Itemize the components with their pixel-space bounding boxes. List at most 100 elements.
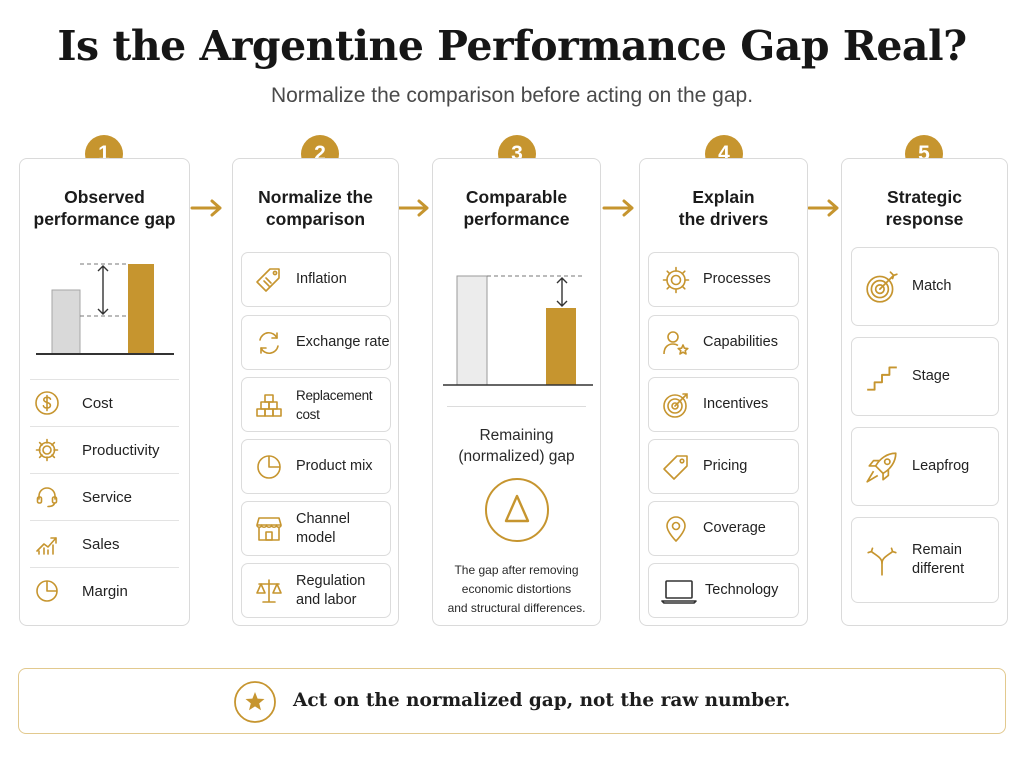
item-label: Replacement cost [296, 387, 373, 422]
comparable-bar [456, 275, 488, 386]
step-1-card: Observed performance gap Cost Productivi… [19, 158, 190, 626]
step-3-title: Comparable performance [433, 186, 600, 230]
item-label: Match [912, 278, 952, 294]
pie-chart-icon [36, 580, 58, 602]
stairs-icon [867, 366, 897, 391]
step-4-title-line1: Explain [692, 187, 755, 207]
item-label: Capabilities [703, 334, 778, 350]
split-arrow-icon [867, 547, 897, 576]
driver-item-incentives: Incentives [648, 377, 799, 432]
item-label: Technology [705, 582, 779, 598]
gear-icon [35, 438, 59, 462]
argentina-bar [128, 264, 154, 354]
item-label: Product mix [296, 458, 373, 474]
item-label: Regulation and labor [296, 572, 365, 610]
remaining-gap-label: Remaining (normalized) gap [433, 425, 600, 467]
description-line3: and structural differences. [447, 601, 586, 615]
step-2-title-line2: comparison [265, 209, 366, 229]
baseline-bar [51, 289, 81, 355]
key-takeaway-text: Act on the normalized gap, not the raw n… [293, 690, 791, 711]
normalize-item-product-mix: Product mix [241, 439, 391, 494]
step-3-title-line2: performance [463, 209, 570, 229]
description-line2: economic distortions [461, 582, 572, 596]
item-label: Incentives [703, 396, 769, 412]
target-icon [663, 392, 688, 418]
item-label: Stage [912, 368, 950, 384]
item-label: Channel model [296, 510, 351, 546]
step-4-title: Explain the drivers [640, 186, 807, 230]
page-subtitle: Normalize the comparison before acting o… [270, 84, 754, 107]
normalize-item-replacement-cost: Replacement cost [241, 377, 391, 432]
list-item: Cost [30, 379, 179, 426]
tag-icon [256, 267, 280, 292]
list-item: Sales [30, 520, 179, 567]
item-label: Pricing [703, 458, 748, 474]
item-label-line1: Remain [912, 542, 962, 558]
step-2-card: Normalize the comparison Inflation Excha… [232, 158, 399, 626]
item-label: Processes [703, 271, 771, 287]
list-item-label: Service [82, 488, 133, 506]
trend-up-icon [36, 537, 57, 555]
item-label: Exchange rate [296, 334, 390, 350]
flow-arrow-icon [190, 199, 222, 217]
target-arrow-icon [866, 270, 898, 303]
response-item-stage: Stage [851, 337, 999, 416]
item-label: Remain different [912, 541, 964, 579]
page-title: Is the Argentine Performance Gap Real? [57, 22, 967, 70]
response-item-leapfrog: Leapfrog [851, 427, 999, 506]
remaining-gap-line2: (normalized) gap [458, 448, 575, 465]
flow-arrow-icon [397, 199, 429, 217]
step-4-card: Explain the drivers Processes Capabiliti… [639, 158, 808, 626]
step-3-title-line1: Comparable [465, 187, 568, 207]
step-2-title-line1: Normalize the [258, 187, 373, 207]
item-label: Coverage [703, 520, 766, 536]
description-line1: The gap after removing [454, 563, 579, 577]
normalize-item-regulation-labor: Regulation and labor [241, 563, 391, 618]
gap-double-arrow-icon [97, 265, 109, 315]
headset-icon [36, 487, 58, 508]
step-5-title-line1: Strategic [887, 187, 962, 207]
step-3-card: Comparable performance Remaining (normal… [432, 158, 601, 626]
normalized-gap-bar-chart [443, 275, 593, 386]
star-icon [234, 681, 276, 723]
step-4-title-line2: the drivers [678, 209, 769, 229]
step-1-title: Observed performance gap [20, 186, 189, 230]
argentina-normalized-bar [546, 308, 576, 385]
list-item: Productivity [30, 426, 179, 473]
dollar-icon [35, 391, 59, 415]
list-item-label: Productivity [82, 441, 160, 459]
exchange-icon [259, 331, 279, 354]
normalize-item-exchange-rate: Exchange rate [241, 315, 391, 370]
raw-gap-bar-chart [36, 263, 174, 355]
remaining-gap-line1: Remaining [479, 427, 554, 444]
gear-icon [662, 266, 690, 293]
laptop-icon [661, 579, 697, 604]
flow-arrow-icon [602, 199, 634, 217]
response-item-remain-different: Remain different [851, 517, 999, 603]
driver-item-pricing: Pricing [648, 439, 799, 494]
step-1-title-line2: performance gap [33, 209, 176, 229]
bricks-icon [256, 393, 282, 417]
driver-item-coverage: Coverage [648, 501, 799, 556]
driver-item-capabilities: Capabilities [648, 315, 799, 370]
driver-item-processes: Processes [648, 252, 799, 307]
item-label: Inflation [296, 271, 347, 287]
list-item-label: Margin [82, 582, 128, 600]
item-label-line2: and labor [296, 591, 357, 608]
item-label: Leapfrog [912, 458, 970, 474]
driver-item-technology: Technology [648, 563, 799, 618]
normalize-item-channel-model: Channel model [241, 501, 391, 556]
list-item-label: Sales [82, 535, 120, 553]
rocket-icon [866, 451, 897, 483]
delta-icon [485, 478, 549, 542]
divider [447, 406, 586, 407]
flow-arrow-icon [807, 199, 839, 217]
response-item-match: Match [851, 247, 999, 326]
normalize-item-inflation: Inflation [241, 252, 391, 307]
pie-chart-icon [257, 454, 281, 479]
item-label-line2: different [912, 561, 965, 577]
price-tag-icon [663, 454, 688, 480]
scales-icon [256, 578, 282, 603]
gap-double-arrow-icon [556, 277, 568, 307]
list-item: Service [30, 473, 179, 520]
